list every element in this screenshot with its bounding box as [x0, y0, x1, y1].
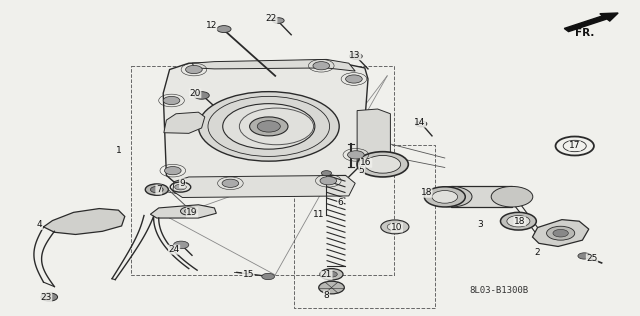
Circle shape [430, 186, 472, 207]
Bar [451, 186, 512, 207]
Circle shape [186, 65, 202, 74]
Text: 10: 10 [391, 223, 403, 232]
Circle shape [222, 179, 239, 187]
Text: 23: 23 [40, 293, 52, 301]
Circle shape [184, 209, 193, 213]
Circle shape [257, 121, 280, 132]
Polygon shape [163, 60, 368, 194]
Text: 4: 4 [37, 221, 42, 229]
Circle shape [163, 96, 180, 105]
Circle shape [381, 220, 409, 234]
Circle shape [387, 223, 403, 231]
Circle shape [313, 62, 330, 70]
Circle shape [223, 104, 315, 149]
Polygon shape [150, 205, 216, 218]
Text: 8: 8 [324, 291, 329, 300]
Circle shape [250, 117, 288, 136]
Text: 22: 22 [266, 15, 277, 23]
Text: 6: 6 [338, 198, 343, 207]
Circle shape [492, 186, 532, 207]
Polygon shape [532, 220, 589, 246]
Text: 24: 24 [168, 245, 180, 254]
Text: 14: 14 [414, 118, 426, 127]
Text: 25: 25 [586, 254, 598, 263]
Circle shape [424, 187, 465, 207]
Circle shape [319, 281, 344, 294]
Text: 2: 2 [535, 248, 540, 257]
Circle shape [262, 273, 275, 280]
Polygon shape [173, 175, 355, 198]
Circle shape [578, 253, 591, 259]
Text: 13: 13 [349, 51, 361, 60]
Circle shape [194, 92, 209, 99]
Text: FR.: FR. [575, 28, 594, 38]
Circle shape [507, 216, 530, 227]
Circle shape [320, 269, 343, 280]
Circle shape [175, 184, 186, 190]
Circle shape [145, 184, 168, 195]
Circle shape [198, 92, 339, 161]
Circle shape [357, 152, 408, 177]
Polygon shape [44, 209, 125, 234]
Circle shape [415, 121, 427, 127]
Circle shape [432, 191, 458, 203]
Circle shape [41, 293, 58, 301]
FancyArrow shape [564, 13, 618, 32]
Text: 3: 3 [477, 220, 483, 229]
Text: 7: 7 [156, 185, 161, 194]
Text: 16: 16 [360, 158, 372, 167]
Text: 18: 18 [514, 217, 525, 226]
Text: 21: 21 [321, 270, 332, 279]
Text: 12: 12 [205, 21, 217, 30]
Circle shape [547, 226, 575, 240]
Text: 20: 20 [189, 89, 201, 98]
Circle shape [500, 212, 536, 230]
Circle shape [217, 26, 231, 33]
Circle shape [150, 186, 163, 193]
Text: 5: 5 [359, 166, 364, 174]
Polygon shape [192, 59, 355, 71]
Circle shape [348, 151, 364, 159]
Text: 8L03-B1300B: 8L03-B1300B [470, 286, 529, 295]
Text: 9: 9 [180, 179, 185, 188]
Circle shape [273, 18, 284, 23]
Circle shape [164, 167, 181, 175]
Circle shape [326, 271, 337, 277]
Text: 1: 1 [116, 146, 121, 155]
Circle shape [321, 171, 332, 176]
Circle shape [346, 75, 362, 83]
Text: 18: 18 [420, 188, 432, 197]
Circle shape [349, 53, 362, 59]
Circle shape [320, 177, 337, 185]
Circle shape [180, 207, 197, 215]
Circle shape [365, 155, 401, 173]
Text: 17: 17 [569, 142, 580, 150]
Polygon shape [357, 109, 390, 169]
Text: 19: 19 [186, 208, 198, 217]
Circle shape [553, 229, 568, 237]
Circle shape [173, 241, 189, 249]
Text: 11: 11 [313, 210, 324, 219]
Polygon shape [164, 112, 205, 133]
Text: 15: 15 [243, 270, 254, 279]
